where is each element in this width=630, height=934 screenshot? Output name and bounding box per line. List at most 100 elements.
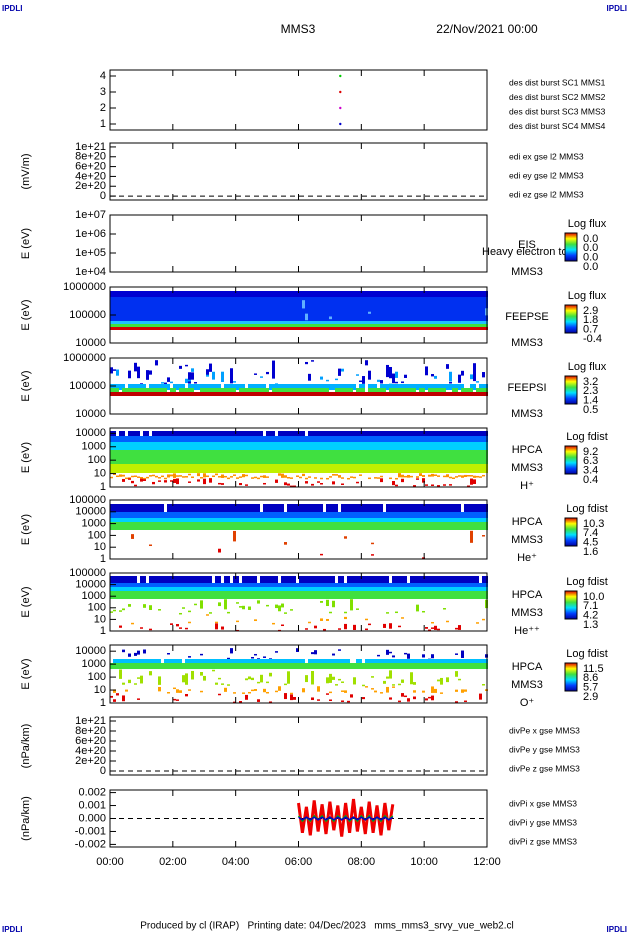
spectrogram-cell — [323, 321, 326, 325]
spectrogram-cell — [467, 327, 470, 330]
spectrogram-cell — [296, 591, 299, 599]
spectrogram-cell — [140, 659, 143, 663]
spectrogram-cell — [350, 576, 353, 583]
spectrogram-cell — [446, 677, 449, 683]
y-tick-label: 6e+20 — [75, 160, 106, 172]
spectrogram-cell — [257, 431, 260, 438]
spectrogram-cell — [248, 512, 251, 518]
colorbar — [564, 375, 578, 405]
spectrogram-cell — [365, 291, 368, 297]
spectrogram-cell — [245, 591, 248, 599]
spectrogram-cell — [158, 576, 161, 583]
spectrogram-cell — [284, 324, 287, 327]
spectrogram-cell — [158, 659, 161, 663]
spectrogram-cell — [164, 480, 167, 483]
spectrogram-cell — [140, 478, 143, 482]
spectrogram-cell — [194, 382, 197, 384]
spectrogram-cell — [422, 475, 425, 477]
spectrogram-cell — [467, 576, 470, 583]
spectrogram-cell — [377, 663, 380, 669]
colorbar — [564, 445, 578, 475]
spectrogram-cell — [134, 504, 137, 512]
spectrogram-cell — [140, 477, 143, 479]
spectrogram-cell — [479, 327, 482, 330]
spectrogram-cell — [350, 297, 353, 321]
spectrogram-cell — [365, 504, 368, 512]
spectrogram-cell — [173, 388, 176, 392]
colorbar-title: Log fdist — [566, 648, 608, 660]
spectrogram-cell — [110, 327, 113, 330]
spectrogram-cell — [242, 663, 245, 669]
spectrogram-cell — [146, 388, 149, 392]
spectrogram-cell — [452, 327, 455, 330]
spectrogram-cell — [149, 327, 152, 330]
spectrogram-cell — [374, 392, 377, 396]
spectrogram-cell — [353, 324, 356, 327]
spectrogram-cell — [179, 690, 182, 693]
spectrogram-cell — [212, 371, 215, 380]
spectrogram-cell — [221, 327, 224, 330]
spectrogram-cell — [194, 321, 197, 325]
spectrogram-cell — [185, 436, 188, 442]
spectrogram-cell — [440, 388, 443, 392]
spectrogram-cell — [149, 522, 152, 530]
spectrogram-cell — [164, 587, 167, 591]
spectrogram-cell — [131, 587, 134, 591]
spectrogram-cell — [176, 576, 179, 583]
spectrogram-cell — [389, 504, 392, 512]
spectrogram-cell — [476, 442, 479, 450]
spectrogram-cell — [290, 388, 293, 392]
spectrogram-cell — [224, 450, 227, 464]
spectrogram-cell — [407, 591, 410, 599]
spectrogram-cell — [191, 388, 194, 392]
spectrogram-cell — [146, 504, 149, 512]
spectrogram-cell — [119, 625, 122, 628]
spectrogram-cell — [371, 327, 374, 330]
spectrogram-cell — [158, 450, 161, 464]
spectrogram-cell — [353, 321, 356, 325]
spectrogram-cell — [164, 324, 167, 327]
spectrogram-cell — [317, 431, 320, 438]
spectrogram-cell — [443, 659, 446, 663]
spectrogram-cell — [179, 583, 182, 587]
spectrogram-cell — [431, 436, 434, 442]
spectrogram-cell — [347, 663, 350, 669]
spectrogram-cell — [431, 321, 434, 325]
spectrogram-cell — [311, 652, 314, 655]
spectrogram-cell — [332, 587, 335, 591]
spectrogram-cell — [458, 512, 461, 518]
spectrogram-cell — [119, 474, 122, 477]
spectrogram-cell — [191, 291, 194, 297]
spectrogram-cell — [212, 669, 215, 672]
spectrogram-cell — [365, 431, 368, 438]
spectrogram-cell — [164, 659, 167, 663]
colorbar-tick-label: 0.7 — [583, 324, 598, 336]
spectrogram-cell — [350, 392, 353, 396]
spectrogram-cell — [281, 464, 284, 473]
spectrogram-cell — [317, 699, 320, 701]
spectrogram-cell — [404, 659, 407, 663]
spectrogram-cell — [125, 477, 128, 480]
spectrogram-cell — [401, 464, 404, 473]
spectrogram-cell — [446, 364, 449, 369]
spectrogram-cell — [413, 464, 416, 473]
spectrogram-cell — [254, 324, 257, 327]
spectrogram-cell — [176, 522, 179, 530]
spectrogram-cell — [200, 291, 203, 297]
spectrogram-cell — [326, 321, 329, 325]
spectrogram-cell — [440, 324, 443, 327]
spectrogram-cell — [245, 694, 248, 700]
spectrogram-cell — [233, 518, 236, 522]
spectrogram-cell — [380, 587, 383, 591]
spectrogram-cell — [437, 628, 440, 631]
spectrogram-cell — [455, 431, 458, 438]
spectrogram-cell — [431, 659, 434, 663]
spectrogram-cell — [395, 477, 398, 480]
spectrogram-cell — [176, 689, 179, 693]
spectrogram-cell — [431, 327, 434, 330]
spectrogram-cell — [257, 442, 260, 450]
spectrogram-cell — [401, 324, 404, 327]
spectrogram-cell — [188, 384, 191, 390]
spectrogram-cell — [116, 324, 119, 327]
spectrogram-cell — [455, 653, 458, 655]
